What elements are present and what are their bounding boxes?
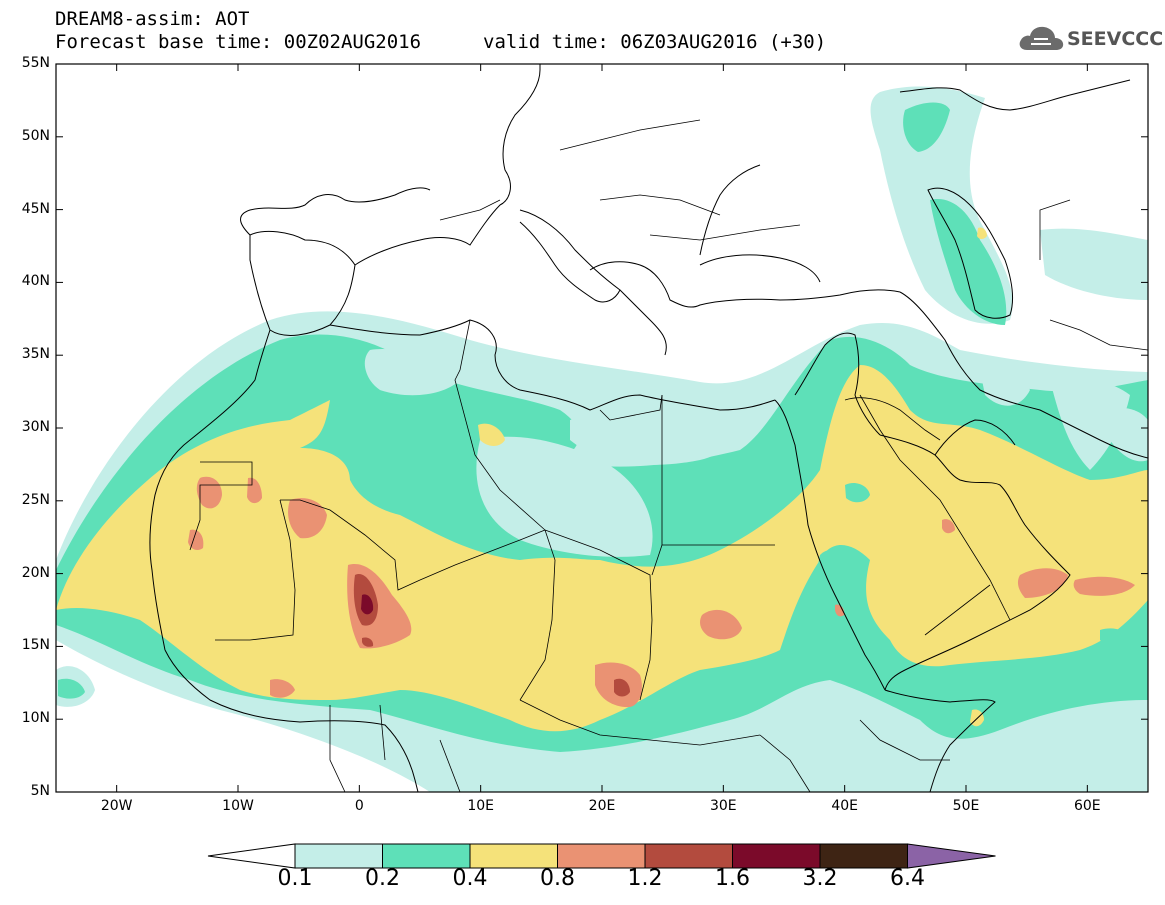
lon-tick-label: 10W: [222, 798, 254, 814]
colorbar-label: 1.2: [627, 866, 663, 891]
colorbar-label: 0.4: [452, 866, 488, 891]
lat-tick-label: 25N: [21, 491, 50, 508]
colorbar-label: 6.4: [890, 866, 925, 891]
borders: [189, 119, 1148, 792]
colorbar-bin: [819, 843, 908, 869]
lat-tick-label: 10N: [21, 710, 50, 727]
colorbar-bin: [557, 843, 646, 869]
axis-ticks: [56, 63, 1148, 793]
coastlines: [149, 64, 1148, 792]
lon-tick-label: 30E: [709, 798, 737, 814]
colorbar-label: 0.8: [540, 866, 575, 891]
lon-tick-label: 10E: [467, 798, 494, 814]
lon-tick-label: 40E: [831, 798, 858, 814]
lon-tick-label: 0: [354, 798, 364, 814]
lat-tick-label: 40N: [21, 273, 50, 290]
aot-region-0.4: [56, 365, 1148, 732]
chart-title: DREAM8-assim: AOT: [55, 8, 250, 30]
seevccc-logo: SEEVCCC: [1017, 22, 1163, 58]
colorbar-label: 0.1: [277, 866, 313, 891]
colorbar-bin: [294, 843, 383, 869]
cloud-icon: [1019, 26, 1064, 50]
lat-tick-label: 55N: [21, 55, 50, 71]
colorbar-bin: [644, 843, 733, 869]
lon-tick-label: 60E: [1073, 798, 1101, 814]
lat-tick-label: 35N: [21, 346, 50, 363]
aot-region-1.6: [361, 594, 374, 615]
lon-tick-label: 50E: [952, 798, 980, 814]
logo-text: SEEVCCC: [1067, 28, 1164, 50]
colorbar-above-arrow: [907, 843, 996, 869]
lon-tick-label: 20W: [100, 798, 133, 814]
lat-tick-label: 5N: [30, 783, 50, 799]
colorbar-label: 1.6: [715, 866, 750, 891]
colorbar-label: 3.2: [802, 866, 838, 891]
lat-tick-label: 15N: [21, 637, 50, 654]
colorbar-bin: [732, 843, 821, 869]
colorbar-bin: [382, 843, 471, 869]
colorbar-label: 0.2: [365, 866, 400, 891]
valid-time: valid time: 06Z03AUG2016 (+30): [483, 31, 827, 53]
lat-tick-label: 30N: [21, 419, 50, 435]
colorbar-bin: [469, 843, 558, 869]
lat-tick-label: 20N: [21, 564, 50, 581]
forecast-base-time: Forecast base time: 00Z02AUG2016: [55, 31, 422, 53]
lat-tick-label: 50N: [21, 127, 50, 144]
lat-tick-label: 45N: [21, 200, 50, 217]
colorbar: [207, 843, 996, 869]
lon-tick-label: 20E: [588, 798, 616, 814]
colorbar-below-arrow: [207, 843, 296, 869]
